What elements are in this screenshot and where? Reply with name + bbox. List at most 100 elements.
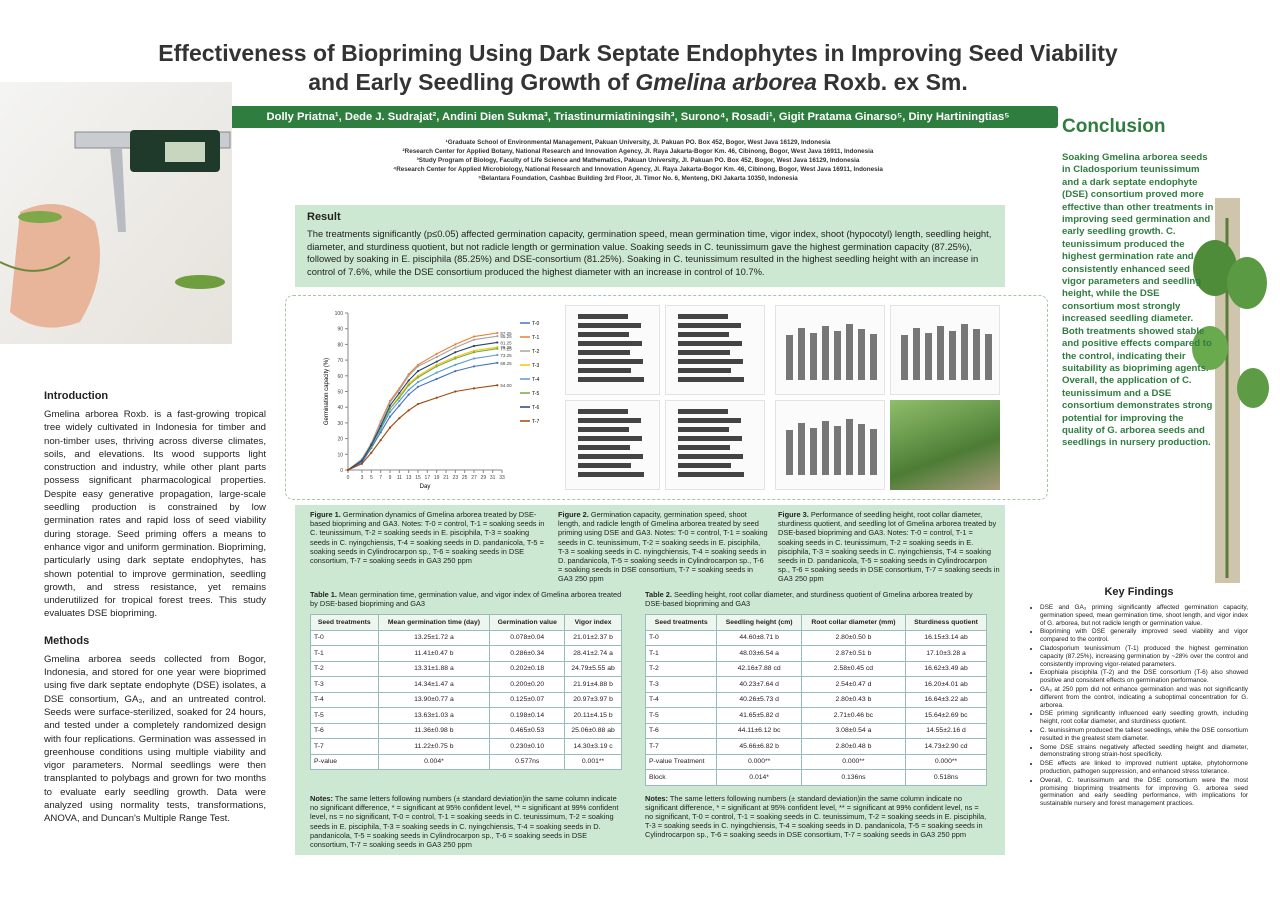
table-row: T-4 13.90±0.77 a 0.125±0.07 20.97±3.97 b	[310, 691, 622, 708]
table-cell: 15.64±2.69 bc	[905, 707, 987, 724]
affiliation: ²Research Center for Applied Botany, Nat…	[402, 148, 874, 155]
x-tick-label: 29	[481, 475, 487, 481]
table-cell: 14.55±2.16 d	[905, 722, 987, 739]
table-cell: T-0	[644, 629, 718, 646]
table-cell: 0.198±0.14	[489, 707, 566, 724]
table-cell: 0.000**	[800, 753, 907, 770]
figure-bar	[678, 454, 743, 459]
finding: DSE effects are linked to improved nutri…	[1040, 760, 1248, 776]
table-cell: 3.08±0.54 a	[800, 722, 907, 739]
point	[398, 396, 401, 399]
column-header: Seedling height (cm)	[716, 614, 802, 631]
table-block: Table 1. Mean germination time, germinat…	[310, 590, 622, 849]
table-cell: 16.64±3.22 ab	[905, 691, 987, 708]
figure-bar	[810, 333, 817, 380]
end-label: 73.25	[500, 353, 512, 358]
point	[388, 404, 392, 407]
title-text: and Early Seedling Growth of	[308, 69, 636, 95]
table-cell: 0.014*	[716, 769, 802, 786]
figure-bar	[870, 429, 877, 475]
figure-bar	[678, 427, 729, 432]
table-cell: T-3	[644, 676, 718, 693]
figure-bar	[786, 335, 793, 380]
figure-bar	[578, 418, 641, 423]
point	[416, 369, 420, 373]
figure-caption: Figure 3. Performance of seedling height…	[778, 510, 1000, 584]
point	[407, 379, 410, 382]
table-cell: 2.71±0.46 bc	[800, 707, 907, 724]
point	[398, 399, 401, 403]
title: Effectiveness of Biopriming Using Dark S…	[158, 40, 1118, 66]
point	[496, 384, 499, 387]
x-tick-label: 25	[462, 475, 468, 481]
point	[496, 341, 499, 344]
table-notes: Notes: The same letters following number…	[645, 794, 987, 840]
figure-bar	[578, 436, 642, 441]
figure-bar	[973, 329, 980, 380]
affiliation: ⁵Belantara Foundation, Cashbac Building …	[478, 175, 798, 182]
table-cell: T-2	[644, 660, 718, 677]
column-header: Germination value	[489, 614, 566, 631]
point	[416, 365, 420, 368]
figure-bar	[678, 359, 743, 364]
figure-bar	[678, 314, 728, 319]
figure-bar	[822, 326, 829, 380]
figure-bar	[678, 409, 728, 414]
series-line	[347, 348, 498, 471]
table-cell: 2.58±0.45 cd	[800, 660, 907, 677]
table-block: Table 2. Seedling height, root collar di…	[644, 590, 987, 840]
table-cell: 42.16±7.88 cd	[716, 660, 802, 677]
point	[435, 355, 438, 359]
point	[360, 462, 364, 465]
point	[472, 344, 476, 348]
figure-bar	[678, 341, 742, 346]
point	[388, 401, 392, 404]
point	[379, 421, 382, 424]
table-cell: 0.078±0.04	[489, 629, 566, 646]
figure-bar	[678, 323, 741, 328]
point	[379, 431, 382, 434]
figure-bar	[810, 428, 817, 475]
point	[407, 384, 410, 387]
caption-label: Figure 3.	[778, 510, 809, 519]
table-cell: 0.004*	[377, 753, 491, 770]
finding: Cladosporium teunissimum (T-1) produced …	[1040, 645, 1248, 668]
table-row: T-6 44.11±6.12 bc 3.08±0.54 a 14.55±2.16 d	[644, 722, 987, 739]
table-cell: 0.125±0.07	[489, 691, 566, 708]
x-axis-label: Day	[420, 484, 431, 490]
point	[388, 426, 392, 429]
table-cell: 2.87±0.51 b	[800, 645, 907, 662]
figure-bar	[678, 463, 731, 468]
x-tick-label: 0	[347, 475, 350, 481]
table-cell: 0.202±0.18	[489, 660, 566, 677]
result-box: Result The treatments significantly (p≤0…	[295, 205, 1005, 287]
table-cell: 14.34±1.47 a	[377, 676, 491, 693]
point	[370, 443, 373, 446]
table-row: T-6 11.36±0.98 b 0.465±0.53 25.06±0.88 ab	[310, 722, 622, 739]
point	[388, 410, 392, 414]
y-tick-label: 100	[335, 311, 344, 317]
series-line	[347, 346, 498, 471]
table-cell: 0.000**	[716, 753, 802, 770]
table-cell: 14.73±2.90 cd	[905, 738, 987, 755]
point	[472, 351, 476, 354]
point	[454, 363, 457, 366]
point	[435, 377, 438, 381]
header-row: Seed treatments Mean germination time (da…	[310, 614, 622, 631]
figure-bar	[961, 324, 968, 380]
figure-bar	[578, 377, 644, 382]
section-heading: Introduction	[44, 390, 109, 402]
table-cell: 11.36±0.98 b	[377, 722, 491, 739]
table-cell: 40.26±5.73 d	[716, 691, 802, 708]
legend-label: T-4	[532, 377, 539, 383]
section-heading: Result	[307, 211, 341, 223]
figure-panel	[775, 400, 885, 490]
caption-label: Table 1.	[310, 590, 337, 599]
figure-bar	[678, 418, 741, 423]
x-tick-label: 3	[361, 475, 364, 481]
figure-bar	[985, 334, 992, 380]
point	[398, 404, 401, 407]
notes-label: Notes:	[645, 793, 668, 803]
table-cell: 44.11±6.12 bc	[716, 722, 802, 739]
figure-panel	[890, 305, 1000, 395]
